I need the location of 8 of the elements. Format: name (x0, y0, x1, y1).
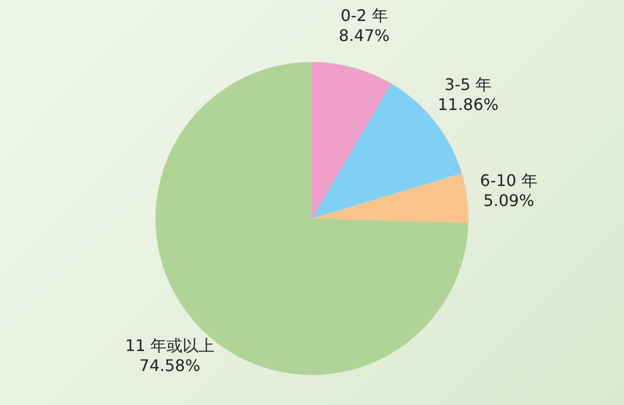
slice-label: 11 年或以上 (125, 336, 215, 356)
slice-label: 0-2 年 (340, 6, 388, 26)
data-label: 11.86% (438, 95, 499, 114)
data-label: 5.09% (483, 191, 534, 210)
data-label: 8.47% (338, 26, 390, 46)
slice-label: 6-10 年 (480, 171, 538, 190)
data-label: 74.58% (139, 356, 200, 376)
slice-label: 3-5 年 (444, 75, 492, 94)
